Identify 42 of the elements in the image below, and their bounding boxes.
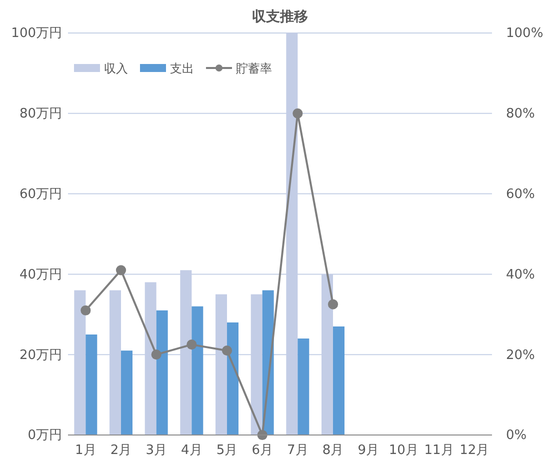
y2-tick-label: 20% — [506, 348, 535, 363]
x-tick-label: 3月 — [146, 443, 167, 458]
y2-tick-label: 60% — [506, 186, 535, 202]
y2-tick-label: 100% — [506, 26, 544, 42]
bar — [86, 334, 98, 435]
point — [222, 346, 232, 356]
x-tick-label: 9月 — [358, 443, 379, 458]
y-tick-label: 80万円 — [19, 106, 62, 122]
x-tick-label: 2月 — [110, 443, 132, 458]
chart-title: 収支推移 — [252, 9, 308, 25]
bar — [333, 326, 344, 435]
y2-tick-label: 40% — [506, 267, 535, 282]
x-tick-label: 6月 — [252, 443, 273, 458]
x-tick-label: 12月 — [460, 443, 490, 458]
point — [328, 299, 338, 310]
y-tick-label: 100万円 — [11, 26, 62, 42]
x-tick-label: 10月 — [388, 443, 418, 458]
legend-label: 収入 — [104, 62, 128, 76]
x-tick-label: 11月 — [424, 443, 454, 458]
legend-label: 支出 — [170, 62, 194, 76]
y-tick-label: 60万円 — [19, 186, 62, 202]
y-tick-label: 40万円 — [19, 267, 62, 282]
bar — [298, 338, 310, 435]
x-tick-label: 8月 — [322, 443, 344, 458]
x-tick-label: 5月 — [216, 443, 238, 458]
x-tick-label: 1月 — [75, 443, 96, 458]
point — [80, 305, 91, 316]
x-tick-label: 4月 — [181, 443, 202, 458]
point — [151, 350, 162, 360]
x-tick-label: 7月 — [287, 443, 308, 458]
bar — [227, 322, 238, 435]
y-tick-label: 20万円 — [19, 348, 62, 363]
y-tick-label: 0万円 — [28, 428, 62, 444]
bar — [156, 310, 168, 435]
point — [186, 340, 197, 350]
bar — [192, 306, 204, 435]
point — [116, 265, 126, 276]
bar — [121, 350, 132, 435]
y2-tick-label: 80% — [506, 106, 535, 122]
point — [292, 108, 303, 118]
legend-label: 貯蓄率 — [236, 62, 272, 76]
y2-tick-label: 0% — [506, 428, 527, 444]
